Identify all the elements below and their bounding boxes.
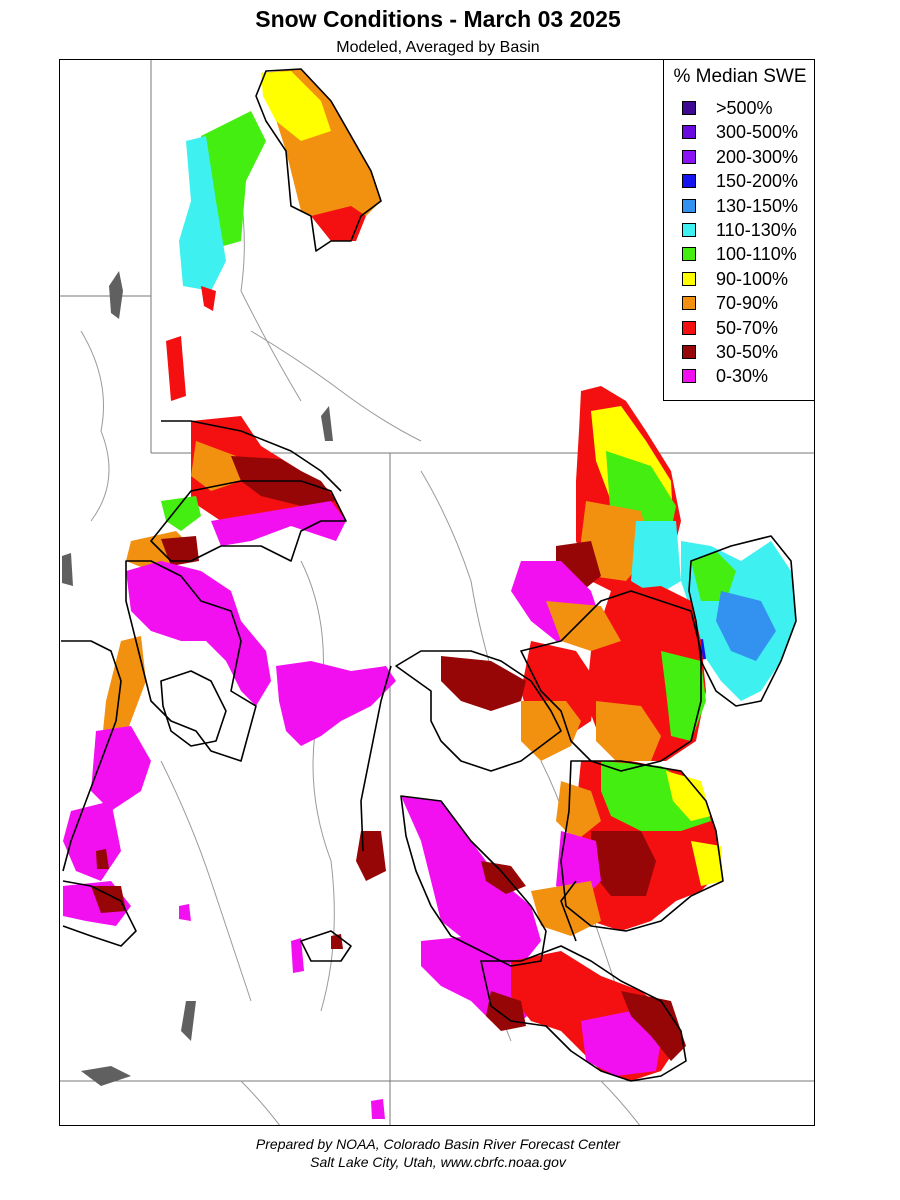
legend-item: 150-200%	[682, 171, 812, 193]
legend-swatch	[682, 320, 696, 335]
legend-label: 0-30%	[716, 366, 769, 387]
legend-label: 100-110%	[716, 244, 797, 265]
legend-title: % Median SWE	[673, 66, 807, 87]
legend: % Median SWE >500% 300-500% 200-300% 150-20…	[663, 59, 815, 401]
legend-item: 30-50%	[682, 342, 812, 364]
legend-swatch	[682, 101, 696, 115]
legend-label: 90-100%	[716, 268, 789, 289]
legend-label: 150-200%	[716, 171, 799, 192]
snow-regions	[63, 69, 796, 1119]
legend-label: 70-90%	[716, 293, 779, 314]
legend-label: 30-50%	[716, 342, 779, 362]
legend-label: >500%	[716, 98, 773, 118]
legend-label: 300-500%	[716, 122, 799, 143]
legend-swatch	[682, 223, 696, 237]
map-title: Snow Conditions - March 03 2025	[255, 6, 621, 32]
footer-location: Salt Lake City, Utah, www.cbrfc.noaa.gov	[310, 1154, 566, 1170]
legend-item: 300-500%	[682, 122, 812, 144]
snow-map-canvas	[60, 60, 814, 1125]
legend-swatch	[682, 247, 696, 262]
legend-swatch	[682, 198, 696, 213]
legend-label: 110-130%	[716, 220, 797, 240]
legend-label: 130-150%	[716, 195, 799, 216]
basin-boundaries	[61, 68, 797, 1082]
lakes	[62, 271, 616, 1086]
legend-item: 50-70%	[682, 318, 812, 340]
legend-item: 90-100%	[682, 269, 812, 291]
legend-swatch	[682, 369, 696, 384]
legend-swatch	[682, 149, 696, 164]
legend-item: 0-30%	[682, 366, 812, 388]
legend-swatch	[682, 125, 696, 140]
legend-item: 130-150%	[682, 196, 812, 218]
legend-label: 50-70%	[716, 317, 779, 338]
legend-swatch	[682, 296, 696, 311]
legend-swatch	[682, 345, 696, 359]
map-subtitle: Modeled, Averaged by Basin	[336, 39, 540, 56]
legend-item: 110-130%	[682, 220, 812, 242]
legend-swatch	[682, 174, 696, 189]
legend-swatch	[682, 271, 696, 286]
legend-item: 100-110%	[682, 244, 812, 266]
legend-item: 70-90%	[682, 293, 812, 315]
footer-credit: Prepared by NOAA, Colorado Basin River F…	[255, 1136, 621, 1152]
legend-item: 200-300%	[682, 147, 812, 169]
legend-label: 200-300%	[716, 146, 799, 167]
legend-item: >500%	[682, 98, 812, 120]
